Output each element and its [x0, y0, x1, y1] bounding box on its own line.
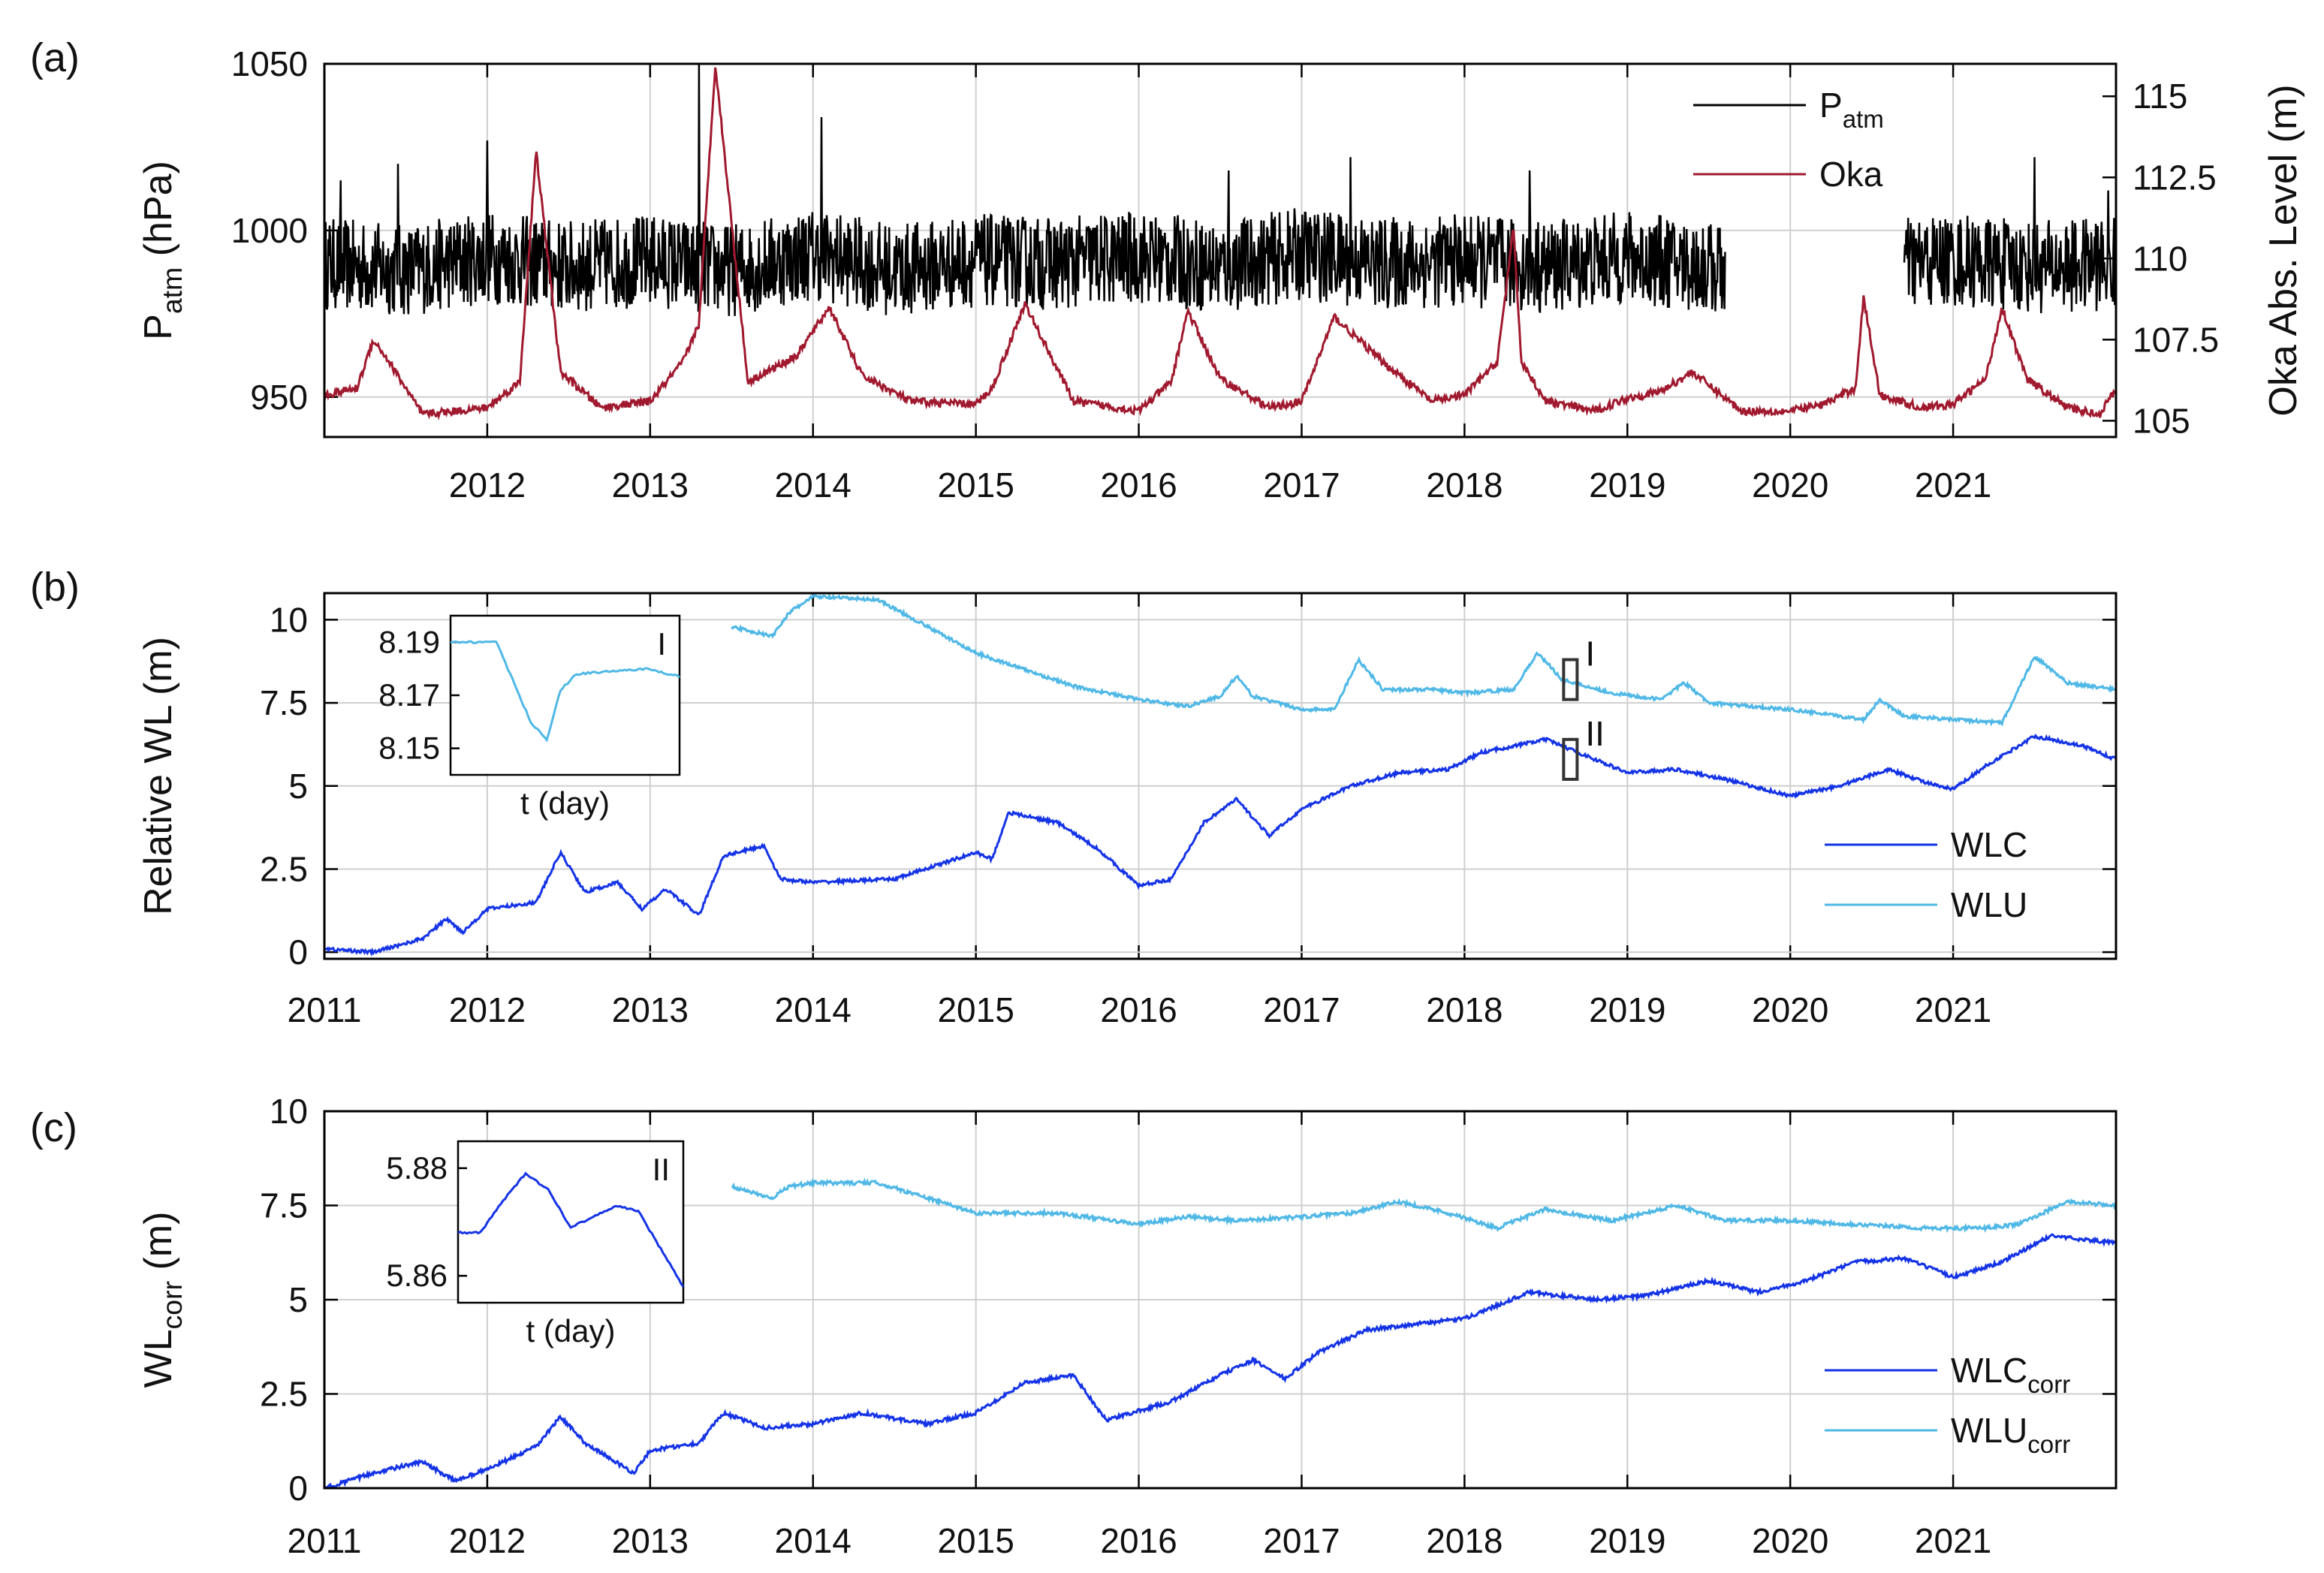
x-tick-label: 2018 [1426, 466, 1503, 505]
y-right-axis-label: Oka Abs. Level (m) [2262, 84, 2305, 416]
y-axis-label: WLcorr (m) [137, 1212, 188, 1388]
x-tick-label: 2020 [1752, 466, 1828, 505]
inset-y-tick-label: 8.17 [378, 677, 440, 713]
x-tick-label: 2019 [1589, 466, 1665, 505]
legend-label: WLC [1951, 825, 2027, 864]
x-tick-label: 2015 [937, 990, 1014, 1029]
x-tick-label: 2013 [612, 1521, 689, 1560]
legend-label: WLU [1951, 885, 2027, 924]
x-tick-label: 2020 [1752, 990, 1828, 1029]
series-line-wlccorr [324, 1233, 2116, 1488]
x-tick-label: 2013 [612, 990, 689, 1029]
y-right-tick-label: 107.5 [2133, 320, 2219, 359]
y-tick-label: 10 [270, 600, 308, 639]
x-tick-label: 2015 [937, 1521, 1014, 1560]
y-tick-label: 1050 [231, 44, 308, 83]
y-tick-label: 2.5 [260, 849, 308, 888]
plot-frame [323, 62, 2118, 438]
x-tick-label: 2015 [937, 466, 1014, 505]
inset-y-tick-label: 8.19 [378, 624, 440, 659]
y-tick-label: 10 [270, 1092, 308, 1131]
series-line-oka [324, 67, 2116, 421]
x-tick-label: 2014 [775, 1521, 852, 1560]
inset-y-tick-label: 5.86 [386, 1258, 448, 1293]
y-right-tick-label: 105 [2133, 401, 2190, 440]
x-tick-label: 2011 [288, 990, 362, 1029]
panel-b: (b) 2011 2012 2013 2014 2015 2016 2017 2018 2019 2… [30, 565, 2118, 1029]
legend-label: WLCcorr [1951, 1351, 2070, 1399]
panel-label: (b) [30, 565, 80, 610]
x-tick-label: 2013 [612, 466, 689, 505]
inset: 8.15 8.17 8.19 It (day) [378, 614, 681, 821]
y-tick-label: 1000 [231, 211, 308, 250]
x-tick-label: 2021 [1915, 990, 1991, 1029]
x-tick-label: 2016 [1100, 466, 1177, 505]
x-tick-label: 2012 [449, 466, 526, 505]
series-line-wlc [324, 734, 2116, 957]
y-right-tick-label: 112.5 [2133, 158, 2217, 197]
inset-y-tick-label: 8.15 [378, 731, 440, 766]
legend-label: Oka [1819, 155, 1883, 194]
y-tick-label: 0 [288, 1469, 308, 1508]
inset-x-axis-label: t (day) [526, 1313, 615, 1349]
zoom-marker [1562, 658, 1579, 701]
x-tick-label: 2016 [1100, 1521, 1177, 1560]
x-tick-label: 2018 [1426, 1521, 1503, 1560]
series-line-wlu [731, 593, 2116, 727]
legend-label: Patm [1819, 86, 1884, 134]
series-line-patm [324, 64, 1726, 316]
series-line-patm [1903, 157, 2116, 314]
x-tick-label: 2019 [1589, 1521, 1665, 1560]
inset-x-axis-label: t (day) [520, 785, 610, 821]
x-tick-label: 2012 [449, 1521, 526, 1560]
zoom-marker-label: I [1585, 634, 1595, 673]
x-tick-label: 2016 [1100, 990, 1177, 1029]
x-tick-label: 2017 [1263, 990, 1340, 1029]
panel-c: (c) 2011 2012 2013 2014 2015 2016 2017 2018 2019 2… [30, 1092, 2118, 1560]
y-tick-label: 5 [288, 767, 308, 806]
inset-frame [457, 1140, 685, 1304]
y-tick-label: 0 [288, 933, 308, 972]
zoom-marker [1562, 737, 1579, 781]
inset-series-line [457, 1171, 685, 1288]
series-line-wlucorr [731, 1177, 2116, 1234]
y-tick-label: 5 [288, 1280, 308, 1319]
y-axis-label: Patm (hPa) [137, 161, 188, 340]
x-tick-label: 2014 [775, 990, 852, 1029]
panel-label: (a) [30, 35, 80, 80]
inset: 5.86 5.88 II t (day) [386, 1140, 685, 1349]
y-tick-label: 7.5 [260, 1186, 308, 1225]
inset-series-line [450, 640, 681, 743]
x-tick-label: 2017 [1263, 466, 1340, 505]
inset-frame [449, 614, 681, 776]
x-tick-label: 2017 [1263, 1521, 1340, 1560]
y-tick-label: 2.5 [260, 1375, 308, 1414]
zoom-marker-label: II [1585, 714, 1605, 753]
inset-y-tick-label: 5.88 [386, 1150, 448, 1186]
x-tick-label: 2011 [288, 1521, 362, 1560]
x-tick-label: 2014 [775, 466, 852, 505]
y-tick-label: 7.5 [260, 683, 308, 722]
x-tick-label: 2019 [1589, 990, 1665, 1029]
y-tick-label: 950 [250, 378, 308, 417]
x-tick-label: 2020 [1752, 1521, 1828, 1560]
y-right-tick-label: 110 [2133, 239, 2187, 278]
panel-label: (c) [30, 1105, 77, 1150]
x-tick-label: 2021 [1915, 466, 1991, 505]
panel-a: (a) 2012 2013 2014 2015 2016 2017 2018 2019 2020 2… [30, 35, 2305, 505]
y-right-tick-label: 115 [2133, 77, 2187, 116]
x-tick-label: 2021 [1915, 1521, 1991, 1560]
y-axis-label: Relative WL (m) [137, 637, 180, 915]
legend-label: WLUcorr [1951, 1411, 2070, 1459]
x-tick-label: 2012 [449, 990, 526, 1029]
plot-frame [323, 592, 2118, 960]
plot-frame [323, 1110, 2118, 1490]
x-tick-label: 2018 [1426, 990, 1503, 1029]
inset-label: I [657, 626, 666, 661]
inset-label: II [653, 1152, 670, 1187]
